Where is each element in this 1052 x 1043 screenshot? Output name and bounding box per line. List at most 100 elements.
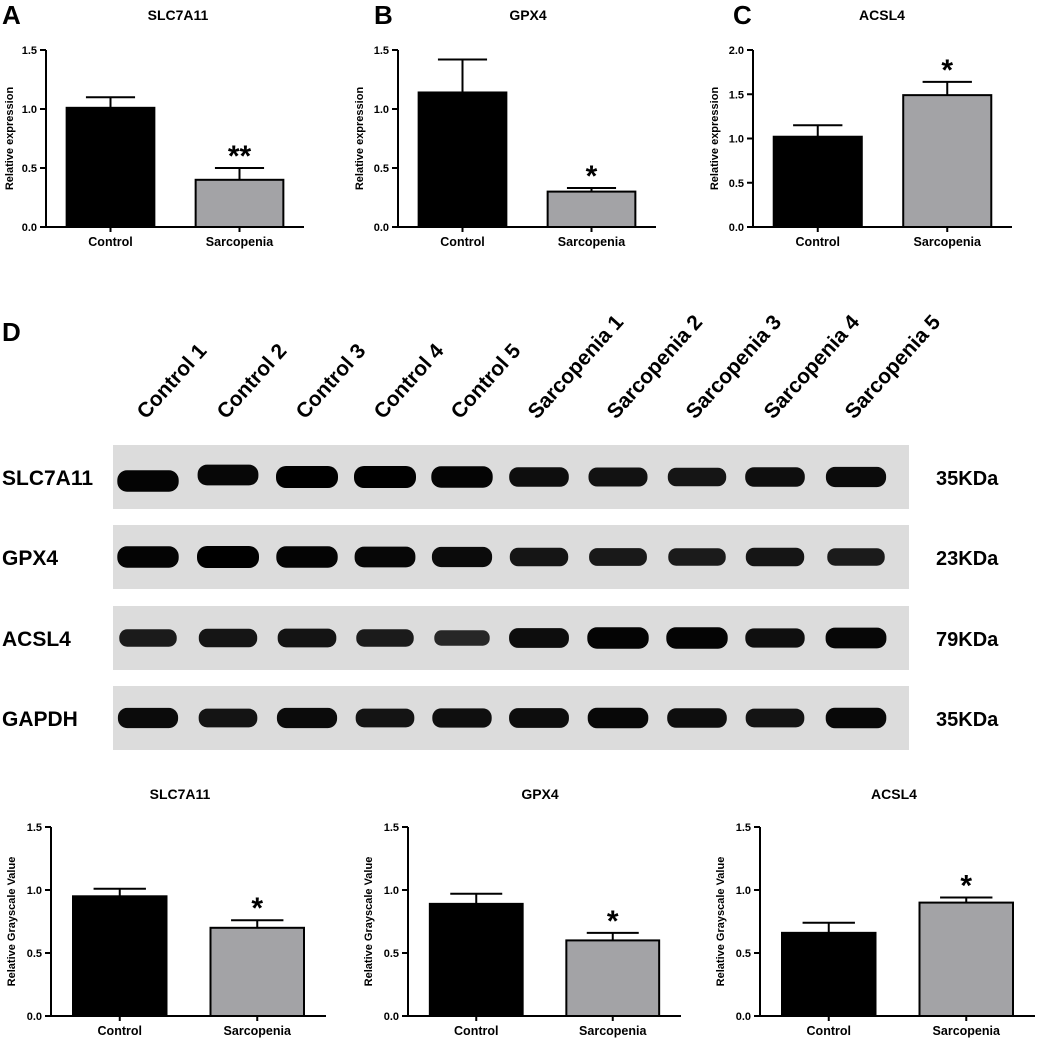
bar-control — [781, 931, 877, 1018]
chart-title: GPX4 — [521, 786, 559, 802]
y-tick-label: 2.0 — [729, 45, 744, 57]
blot-band — [431, 546, 493, 568]
y-tick-label: 0.5 — [27, 948, 42, 960]
y-axis-label: Relative expression — [354, 87, 366, 191]
category-label: Sarcopenia — [579, 1024, 647, 1038]
panel-letter-c: C — [733, 0, 752, 30]
chart-top-acsl4: ACSL4 Relative expression 0.0 0.5 1.0 1.5 2.0 C… — [709, 7, 1012, 249]
blot-band — [276, 707, 338, 729]
bar-sarcopenia — [546, 190, 637, 229]
y-tick-label: 1.5 — [374, 45, 389, 57]
blot-band — [509, 547, 569, 567]
protein-label: GAPDH — [2, 708, 78, 731]
bar-control — [417, 91, 508, 229]
blot-band — [745, 547, 805, 567]
category-label: Sarcopenia — [206, 235, 274, 249]
protein-label: GPX4 — [2, 547, 58, 570]
y-tick-label: 1.5 — [27, 822, 42, 834]
category-label: Control — [454, 1024, 498, 1038]
y-tick-label: 1.5 — [729, 89, 744, 101]
lane-label: Control 3 — [292, 339, 371, 423]
blot-band — [277, 628, 337, 648]
blot-band — [356, 629, 414, 647]
blot-band — [198, 708, 258, 728]
significance-marker: * — [251, 892, 263, 925]
y-tick-label: 1.5 — [736, 822, 751, 834]
y-axis-label: Relative Grayscale Value — [363, 857, 375, 987]
y-tick-label: 0.5 — [384, 948, 399, 960]
blot-band — [587, 627, 649, 649]
blot-row-gpx4: GPX4 23KDa — [2, 525, 999, 589]
blot-band — [509, 628, 569, 648]
blot-band — [667, 708, 727, 728]
molecular-weight-label: 35KDa — [936, 468, 999, 490]
blot-band — [434, 630, 490, 646]
blot-band — [668, 548, 726, 566]
chart-title: SLC7A11 — [148, 7, 209, 23]
blot-row-acsl4: ACSL4 79KDa — [2, 606, 999, 670]
chart-title: ACSL4 — [859, 7, 905, 23]
blot-band — [745, 628, 805, 648]
y-tick-label: 0.5 — [729, 178, 744, 190]
significance-marker: * — [586, 160, 598, 193]
chart-top-slc7a11: SLC7A11 Relative expression 0.0 0.5 1.0 1.5 Co… — [4, 7, 304, 249]
blot-band — [119, 629, 177, 647]
y-tick-label: 0.0 — [729, 222, 744, 234]
blot-band — [667, 467, 727, 487]
blot-band — [587, 707, 649, 729]
lane-label: Control 1 — [133, 339, 212, 423]
molecular-weight-label: 79KDa — [936, 629, 999, 651]
bar-control — [428, 902, 524, 1017]
blot-band — [432, 708, 492, 728]
blot-band — [276, 466, 338, 488]
bar-control — [772, 135, 863, 228]
chart-title: ACSL4 — [871, 786, 917, 802]
chart-bottom-slc7a11: SLC7A11 Relative Grayscale Value 0.0 0.5 1.0… — [6, 786, 326, 1038]
y-tick-label: 1.0 — [729, 134, 744, 146]
blot-band — [354, 466, 416, 488]
chart-bottom-acsl4: ACSL4 Relative Grayscale Value 0.0 0.5 1.0 1.… — [715, 786, 1035, 1038]
blot-band — [117, 707, 179, 729]
y-tick-label: 0.5 — [22, 163, 37, 175]
bar-sarcopenia — [918, 901, 1014, 1017]
category-label: Sarcopenia — [914, 235, 982, 249]
y-tick-label: 0.0 — [22, 222, 37, 234]
y-axis-label: Relative Grayscale Value — [715, 857, 727, 987]
panel-letter-d: D — [2, 317, 21, 347]
category-label: Control — [98, 1024, 142, 1038]
blot-row-gapdh: GAPDH 35KDa — [2, 686, 999, 750]
category-label: Sarcopenia — [558, 235, 626, 249]
protein-label: SLC7A11 — [2, 467, 93, 490]
lane-label: Control 5 — [447, 339, 526, 423]
blot-band — [825, 466, 887, 488]
blot-band — [431, 466, 493, 488]
y-tick-label: 1.5 — [22, 45, 37, 57]
blot-band — [354, 546, 416, 568]
molecular-weight-label: 23KDa — [936, 548, 999, 570]
blot-lane-labels: Control 1 Control 2 Control 3 Control 4Cont… — [133, 311, 946, 424]
y-tick-label: 1.0 — [22, 104, 37, 116]
y-tick-label: 1.0 — [374, 104, 389, 116]
significance-marker: ** — [228, 140, 252, 173]
blot-band — [197, 546, 259, 568]
protein-label: ACSL4 — [2, 628, 71, 651]
y-tick-label: 0.0 — [27, 1011, 42, 1023]
y-axis-label: Relative Grayscale Value — [6, 857, 18, 987]
y-tick-label: 1.0 — [736, 885, 751, 897]
bar-sarcopenia — [209, 926, 305, 1017]
blot-band — [825, 707, 887, 729]
y-tick-label: 0.5 — [374, 163, 389, 175]
blot-band — [509, 708, 569, 728]
category-label: Control — [440, 235, 484, 249]
y-tick-label: 0.0 — [374, 222, 389, 234]
chart-top-gpx4: GPX4 Relative expression 0.0 0.5 1.0 1.5 Contr… — [354, 7, 656, 249]
chart-title: GPX4 — [509, 7, 547, 23]
y-tick-label: 0.5 — [736, 948, 751, 960]
blot-band — [589, 548, 647, 566]
y-axis-label: Relative expression — [709, 87, 721, 191]
panel-letter-a: A — [2, 0, 21, 30]
lane-label: Control 2 — [213, 339, 292, 423]
panel-letter-b: B — [374, 0, 393, 30]
category-label: Control — [796, 235, 840, 249]
